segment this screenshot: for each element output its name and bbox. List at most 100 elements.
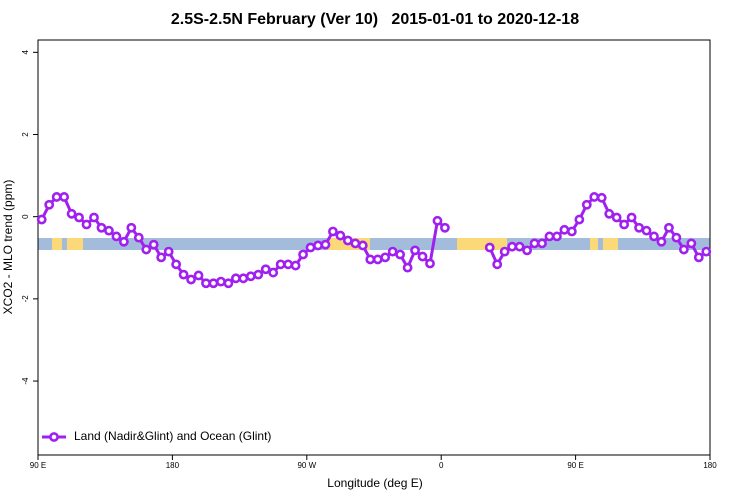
data-point xyxy=(596,192,607,203)
land-patch xyxy=(457,238,507,250)
data-point xyxy=(619,219,630,230)
data-point xyxy=(649,231,659,242)
data-point xyxy=(126,222,137,233)
data-point xyxy=(51,192,62,202)
data-point xyxy=(372,254,383,265)
data-point xyxy=(402,262,413,273)
data-point xyxy=(290,260,301,271)
data-point xyxy=(208,278,219,289)
data-point xyxy=(514,241,525,252)
data-point xyxy=(59,192,70,202)
x-tick-label: 0 xyxy=(439,461,444,470)
data-point xyxy=(701,246,712,257)
data-point xyxy=(693,252,704,263)
data-point xyxy=(634,222,644,233)
data-point xyxy=(36,214,47,225)
data-point xyxy=(604,208,615,219)
data-point xyxy=(111,231,122,242)
data-point xyxy=(350,238,361,249)
data-point xyxy=(186,274,196,285)
data-point xyxy=(432,215,443,226)
legend-marker xyxy=(49,432,59,442)
plot-frame xyxy=(37,39,711,456)
y-tick-label: -4 xyxy=(21,377,30,385)
data-point xyxy=(216,276,226,287)
data-point xyxy=(387,246,398,257)
data-point xyxy=(238,273,249,284)
data-point xyxy=(522,245,532,256)
data-point xyxy=(574,214,585,225)
data-point xyxy=(641,225,652,236)
data-point xyxy=(268,267,279,278)
land-patch xyxy=(590,238,598,250)
data-point xyxy=(178,269,189,280)
y-axis-label: XCO2 - MLO trend (ppm) xyxy=(1,180,15,315)
data-point xyxy=(365,254,376,265)
y-tick-label: 0 xyxy=(21,214,30,219)
data-point xyxy=(81,219,92,230)
data-point xyxy=(328,226,338,237)
data-point xyxy=(253,269,264,280)
data-point xyxy=(141,244,152,255)
data-point xyxy=(499,246,510,257)
data-point xyxy=(148,239,159,250)
data-point xyxy=(544,231,555,242)
data-point xyxy=(223,278,234,289)
land-patch xyxy=(52,238,62,250)
data-point xyxy=(395,249,406,260)
x-tick-label: 180 xyxy=(166,461,180,470)
data-point xyxy=(118,236,129,247)
data-point xyxy=(44,199,55,210)
data-point xyxy=(581,199,592,210)
data-point xyxy=(492,259,503,270)
data-point xyxy=(552,231,562,242)
data-point xyxy=(417,251,428,262)
data-point xyxy=(283,259,294,270)
legend-label: Land (Nadir&Glint) and Ocean (Glint) xyxy=(74,429,271,443)
data-point xyxy=(275,259,286,270)
data-point xyxy=(335,230,346,241)
data-point xyxy=(566,226,577,237)
data-point xyxy=(686,238,697,249)
data-point xyxy=(529,238,540,249)
data-point xyxy=(171,259,182,270)
data-point xyxy=(425,258,435,269)
data-point xyxy=(313,240,323,251)
data-point xyxy=(245,271,256,282)
y-tick-label: 4 xyxy=(21,50,30,55)
data-point xyxy=(611,212,622,223)
data-point xyxy=(96,222,107,233)
data-point xyxy=(156,252,167,263)
data-point xyxy=(104,225,114,236)
land-patch xyxy=(603,238,618,250)
data-point xyxy=(380,252,391,263)
data-point xyxy=(440,222,450,233)
data-point xyxy=(260,264,271,275)
data-point xyxy=(163,246,174,257)
data-point xyxy=(664,222,674,233)
x-tick-label: 90 E xyxy=(30,461,46,470)
data-point xyxy=(193,270,204,281)
data-point xyxy=(656,236,667,247)
data-point xyxy=(671,232,682,243)
data-point xyxy=(507,241,518,252)
data-point xyxy=(626,212,637,223)
data-point xyxy=(305,242,316,253)
data-point xyxy=(342,235,353,246)
data-point xyxy=(678,244,689,255)
data-point xyxy=(484,242,495,253)
data-point xyxy=(89,212,99,223)
data-point xyxy=(589,192,600,202)
data-point xyxy=(320,239,331,250)
data-point xyxy=(74,212,84,223)
x-axis-label: Longitude (deg E) xyxy=(327,476,422,490)
y-tick-label: -2 xyxy=(21,295,30,303)
data-point xyxy=(357,240,368,251)
data-point xyxy=(559,224,570,235)
data-point xyxy=(230,273,241,284)
data-point xyxy=(201,278,211,289)
data-point xyxy=(537,238,547,249)
chart-title: 2.5S-2.5N February (Ver 10) 2015-01-01 t… xyxy=(171,11,579,28)
x-tick-label: 90 W xyxy=(297,461,316,470)
